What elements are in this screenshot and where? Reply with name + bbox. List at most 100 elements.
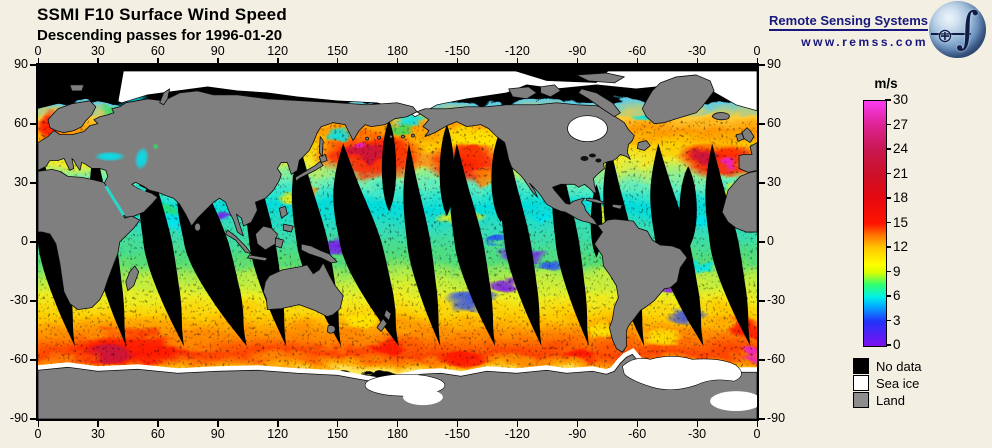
colorbar-tick [885,197,891,199]
lat-tick-label: 90 [767,57,781,71]
lon-tick-label: -120 [504,44,530,58]
land-svalbard [69,84,85,92]
lon-tick [756,421,758,427]
hudson-bay-ice [567,115,608,142]
lon-tick-label: 30 [90,427,105,441]
page-title: SSMI F10 Surface Wind Speed [37,5,287,24]
lat-tick [759,300,765,302]
integral-icon: ∫ [956,3,979,54]
globe-crossbar [931,33,971,35]
land-africa-west [721,171,757,233]
land-sumatra [225,229,252,255]
lon-tick [516,421,519,427]
land-uk [741,127,755,143]
land-iceland [711,112,730,121]
lat-tick [759,123,765,125]
lat-tick-label: 30 [767,175,781,189]
lat-tick-label: -60 [9,352,28,366]
land-ireland [735,133,745,142]
lat-tick [759,359,765,361]
lon-tick [217,421,219,427]
lon-tick-label: -90 [568,427,587,441]
land-victoria-island [508,86,538,100]
lon-tick-label: -150 [444,44,470,58]
colorbar-tick-label: 6 [893,288,901,303]
land-banks-island [540,84,561,98]
lon-tick [456,421,459,427]
brand-name: Remote Sensing Systems [769,13,928,31]
lon-tick-label: -60 [628,427,647,441]
lon-tick [756,58,758,64]
lat-tick [759,418,765,420]
colorbar-tick [885,270,891,273]
lon-tick [157,58,159,64]
lon-tick-label: 180 [387,427,408,441]
lon-tick-label: -90 [568,44,587,58]
inland-seas [93,143,602,216]
colorbar-unit-label: m/s [874,76,898,91]
lat-tick [30,182,36,184]
colorbar-tick-label: 9 [893,263,901,279]
colorbar-tick [885,148,891,150]
lon-tick-label: 60 [150,44,165,58]
lat-tick [759,241,765,243]
lon-tick [97,58,99,64]
red-sea [104,185,126,216]
lon-tick-label: 150 [327,427,348,441]
colorbar-tick [885,246,891,248]
persian-gulf [135,183,147,192]
legend-swatch-sea-ice [853,375,869,391]
legend-label: Sea ice [876,376,920,391]
lat-tick [30,300,36,302]
globe-logo-icon: ∫ ⊕ [929,1,986,58]
brand-url-link[interactable]: www.remss.com [801,35,928,49]
colorbar-tick [885,123,891,126]
lat-tick [30,241,36,243]
legend-label: Land [876,393,905,408]
colorbar-tick-label: 12 [893,239,909,254]
lon-tick-label: 0 [753,427,761,441]
lon-tick-label: 0 [753,44,761,58]
lat-tick-label: -60 [767,352,786,366]
lon-tick-label: -120 [504,427,530,441]
land-hokkaido [318,154,328,163]
aral-sea [152,143,159,150]
lon-tick [97,421,99,427]
colorbar-tick-label: 0 [893,337,901,352]
lat-tick-label: 30 [14,175,28,189]
lon-tick [337,421,339,427]
colorbar-tick-label: 15 [893,214,909,230]
ross-ice-tail [402,389,443,406]
land-africa-east [38,169,141,311]
land-luzon [278,205,288,219]
land-madagascar [125,265,140,292]
lon-tick [576,58,579,64]
world-map-svg [38,65,757,419]
land-sulawesi [274,237,284,249]
colorbar-tick [885,344,891,346]
lon-tick [397,58,399,64]
land-ellesmere [576,72,625,84]
land-hispaniola [612,203,623,210]
lon-tick [157,421,159,427]
lon-tick [217,58,219,64]
land-south-america [594,218,688,353]
great-lakes [580,153,602,163]
colorbar-tick-label: 30 [893,92,909,107]
lon-tick [397,421,399,427]
land-scandinavia [47,100,97,134]
lon-tick [576,421,579,427]
colorbar-tick-label: 27 [893,116,909,132]
lon-tick [516,58,519,64]
lon-tick [277,421,279,427]
colorbar [863,100,887,347]
land-novaya-zemlya [159,88,171,106]
lat-tick [30,359,36,361]
land-cuba [586,197,607,204]
colorbar-tick [885,295,891,297]
land-australia [262,262,344,317]
lat-tick [30,64,36,66]
lat-tick [30,418,36,420]
land-sri-lanka [194,222,201,232]
black-sea [93,151,126,162]
